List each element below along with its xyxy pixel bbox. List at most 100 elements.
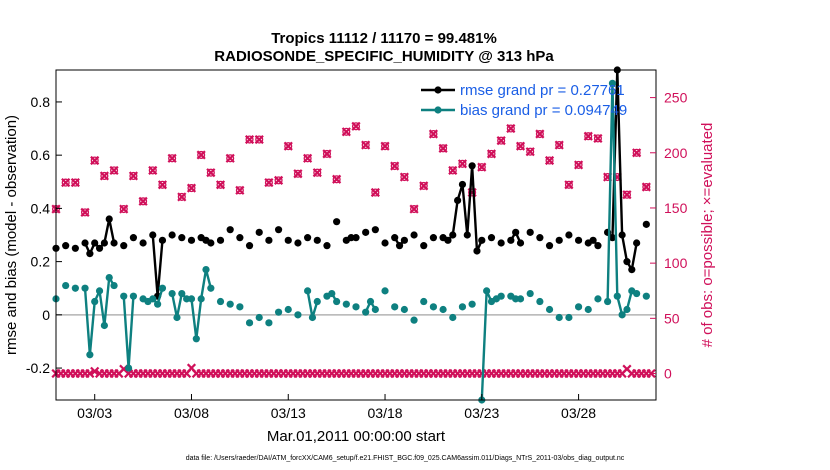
rmse-point [95, 244, 104, 252]
rmse-point [333, 218, 341, 226]
evaluated-point-stroke [351, 121, 361, 131]
evaluated-point [157, 180, 168, 190]
bias-point [584, 305, 592, 314]
evaluated-point-stroke [109, 165, 119, 176]
evaluated-point-stroke [90, 155, 100, 166]
possible-point [361, 141, 370, 150]
rmse-point [429, 234, 438, 242]
bias-point [400, 305, 408, 314]
possible-point [245, 135, 254, 144]
evaluated-point [438, 143, 448, 153]
rmse-point [458, 180, 467, 189]
bias-point [545, 305, 554, 314]
rmse-point [565, 231, 573, 239]
evaluated-point-stroke [196, 150, 206, 160]
rmse-point [444, 236, 452, 244]
y-right-tick-label: 50 [664, 310, 680, 326]
evaluated-point-stroke [380, 141, 390, 151]
count-floor-point-stroke [622, 364, 632, 374]
evaluated-point [254, 134, 264, 145]
evaluated-point-stroke [428, 129, 438, 139]
rmse-point [362, 228, 370, 236]
rmse-point [642, 220, 650, 228]
y-left-tick-label: 0.8 [31, 94, 51, 110]
rmse-point [81, 239, 89, 247]
evaluated-point [486, 149, 497, 159]
rmse-point [449, 231, 457, 239]
bias-point [265, 319, 273, 327]
evaluated-point-stroke [496, 136, 506, 146]
evaluated-point-stroke [390, 161, 400, 171]
evaluated-point [370, 187, 380, 198]
possible-point [332, 175, 341, 184]
y-right-tick-label: 250 [664, 90, 688, 106]
evaluated-point [61, 177, 71, 188]
evaluated-point [341, 127, 351, 137]
possible-point [593, 134, 602, 143]
bias-point [207, 284, 215, 292]
evaluated-point [70, 177, 80, 188]
possible-point [497, 136, 506, 145]
bias-point [410, 316, 418, 324]
evaluated-point [90, 155, 100, 166]
bias-point [555, 313, 563, 322]
bias-point [328, 289, 336, 298]
evaluated-point [244, 134, 255, 145]
bias-point [294, 311, 302, 319]
possible-point [100, 171, 109, 181]
evaluated-point [109, 165, 119, 176]
evaluated-point [312, 168, 322, 178]
y-left-tick-label: -0.2 [26, 360, 50, 376]
rmse-point [245, 242, 254, 250]
evaluated-point-stroke [254, 134, 264, 145]
rmse-point [589, 236, 597, 244]
evaluated-point [293, 169, 303, 179]
possible-point [139, 197, 148, 206]
rmse-point [473, 247, 481, 255]
x-tick-label: 03/18 [368, 405, 403, 421]
evaluated-point-stroke [157, 180, 168, 190]
bias-point [594, 295, 602, 303]
evaluated-point [477, 162, 487, 172]
evaluated-point [390, 161, 400, 171]
evaluated-point [167, 153, 177, 163]
evaluated-point-stroke [438, 143, 448, 153]
bias-point [308, 313, 317, 322]
rmse-point [507, 236, 515, 244]
evaluated-point-stroke [206, 168, 216, 178]
possible-point [642, 182, 651, 192]
rmse-point [395, 242, 404, 250]
rmse-point [623, 258, 631, 266]
y-right-tick-label: 150 [664, 200, 688, 216]
bias-point [197, 295, 205, 303]
possible-point [274, 176, 283, 185]
possible-point [322, 149, 332, 158]
evaluated-point-stroke [138, 196, 148, 206]
evaluated-point-stroke [457, 159, 468, 169]
bias-point [81, 284, 89, 292]
rmse-point [633, 239, 641, 247]
evaluated-point [457, 159, 468, 169]
bias-point [608, 79, 617, 87]
bias-point [105, 273, 113, 282]
evaluated-point-stroke [593, 133, 603, 144]
rmse-point [371, 226, 379, 234]
bias-point [100, 321, 108, 330]
bias-point [149, 295, 157, 303]
rmse-point [216, 236, 225, 244]
possible-point [632, 148, 641, 157]
evaluated-point [148, 165, 158, 176]
evaluated-point [399, 172, 409, 182]
evaluated-point [264, 177, 274, 188]
evaluated-point [274, 175, 284, 185]
bias-point [62, 281, 70, 290]
evaluated-point-stroke [177, 192, 187, 202]
bias-point [381, 287, 389, 295]
bias-point [158, 284, 167, 292]
bias-point [192, 335, 200, 343]
possible-point [187, 184, 196, 193]
evaluated-point-stroke [574, 160, 584, 170]
possible-point [410, 205, 419, 214]
evaluated-point-stroke [244, 134, 255, 145]
rmse-point [178, 234, 186, 242]
